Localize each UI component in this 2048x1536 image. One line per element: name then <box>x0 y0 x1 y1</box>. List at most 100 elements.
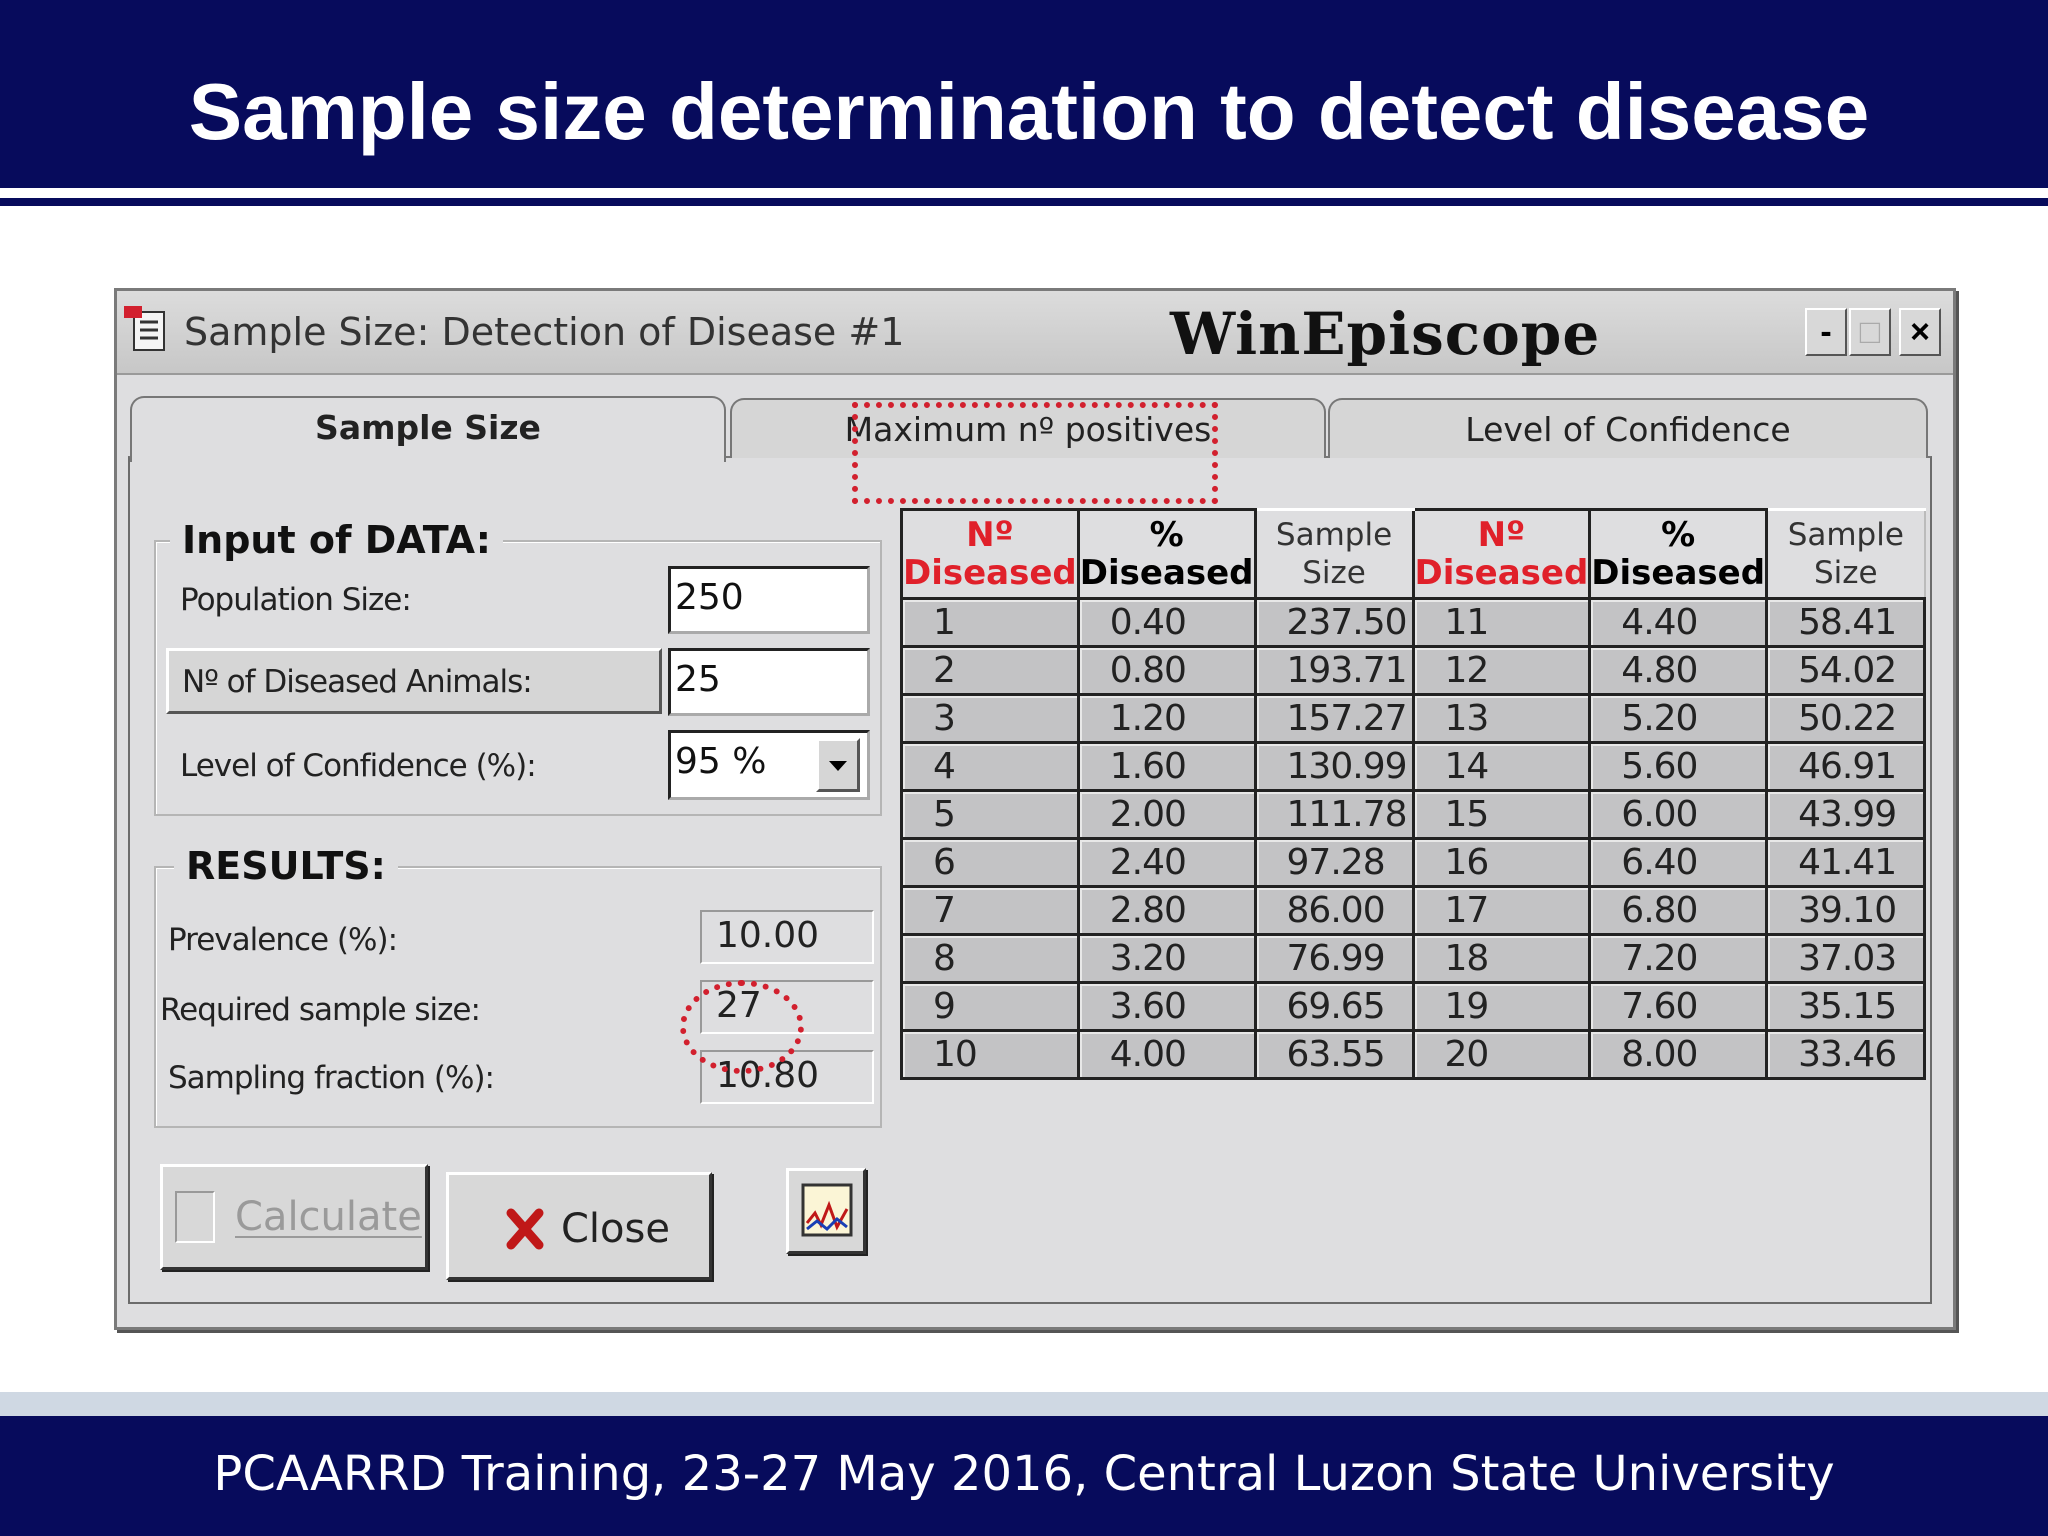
table-cell[interactable]: 6.80 <box>1588 885 1769 936</box>
input-group <box>154 540 882 816</box>
table-cell[interactable]: 4.00 <box>1076 1029 1257 1080</box>
prevalence-label: Prevalence (%): <box>168 922 398 958</box>
table-cell[interactable]: 5 <box>900 789 1080 840</box>
col-header-sample-size: Sample Size <box>1254 508 1415 600</box>
tab-maximum-positives[interactable]: Maximum nº positives <box>730 398 1326 458</box>
table-cell[interactable]: 11 <box>1411 597 1592 648</box>
table-cell[interactable]: 69.65 <box>1253 981 1415 1032</box>
table-cell[interactable]: 18 <box>1411 933 1592 984</box>
table-cell[interactable]: 157.27 <box>1253 693 1415 744</box>
table-cell[interactable]: 46.91 <box>1765 741 1927 792</box>
close-button[interactable]: Close <box>446 1172 712 1280</box>
calculate-button[interactable]: Calculate <box>160 1164 428 1270</box>
table-cell[interactable]: 2 <box>900 645 1080 696</box>
maximize-button[interactable]: □ <box>1849 308 1891 356</box>
table-row: 9 3.60 69.65 19 7.60 35.15 <box>900 981 1927 1032</box>
table-cell[interactable]: 41.41 <box>1765 837 1927 888</box>
minimize-icon: - <box>1820 313 1832 351</box>
table-cell[interactable]: 130.99 <box>1253 741 1415 792</box>
table-cell[interactable]: 54.02 <box>1765 645 1927 696</box>
close-window-button[interactable]: × <box>1899 308 1941 356</box>
table-cell[interactable]: 19 <box>1411 981 1592 1032</box>
diseased-animals-button[interactable] <box>166 648 662 714</box>
table-cell[interactable]: 6 <box>900 837 1080 888</box>
table-cell[interactable]: 16 <box>1411 837 1592 888</box>
table-cell[interactable]: 5.60 <box>1588 741 1769 792</box>
tab-level-of-confidence[interactable]: Level of Confidence <box>1328 398 1928 458</box>
col-header-pct-diseased: % Diseased <box>1076 508 1257 600</box>
table-cell[interactable]: 76.99 <box>1253 933 1415 984</box>
diseased-animals-input[interactable]: 25 <box>668 648 870 716</box>
table-cell[interactable]: 2.00 <box>1076 789 1257 840</box>
table-cell[interactable]: 12 <box>1411 645 1592 696</box>
col-header-sample-size-2: Sample Size <box>1765 508 1926 600</box>
table-cell[interactable]: 7.60 <box>1588 981 1769 1032</box>
confidence-label: Level of Confidence (%): <box>180 748 537 784</box>
population-size-input[interactable]: 250 <box>668 566 870 634</box>
close-label: Close <box>561 1206 670 1252</box>
chart-icon <box>801 1183 853 1237</box>
minimize-button[interactable]: - <box>1805 308 1847 356</box>
table-cell[interactable]: 43.99 <box>1765 789 1927 840</box>
table-row: 6 2.40 97.28 16 6.40 41.41 <box>900 837 1927 888</box>
table-cell[interactable]: 4.80 <box>1588 645 1769 696</box>
table-cell[interactable]: 58.41 <box>1765 597 1927 648</box>
table-cell[interactable]: 4 <box>900 741 1080 792</box>
table-cell[interactable]: 7 <box>900 885 1080 936</box>
table-cell[interactable]: 3.20 <box>1076 933 1257 984</box>
table-cell[interactable]: 3 <box>900 693 1080 744</box>
table-cell[interactable]: 2.80 <box>1076 885 1257 936</box>
prevalence-value: 10.00 <box>700 910 874 964</box>
table-cell[interactable]: 33.46 <box>1765 1029 1927 1080</box>
table-cell[interactable]: 8 <box>900 933 1080 984</box>
table-cell[interactable]: 0.80 <box>1076 645 1257 696</box>
table-cell[interactable]: 1 <box>900 597 1080 648</box>
table-cell[interactable]: 37.03 <box>1765 933 1927 984</box>
table-cell[interactable]: 86.00 <box>1253 885 1415 936</box>
table-cell[interactable]: 17 <box>1411 885 1592 936</box>
table-cell[interactable]: 237.50 <box>1253 597 1415 648</box>
col-header-n-diseased-2: Nº Diseased <box>1411 508 1592 600</box>
table-cell[interactable]: 97.28 <box>1253 837 1415 888</box>
table-cell[interactable]: 9 <box>900 981 1080 1032</box>
table-cell[interactable]: 111.78 <box>1253 789 1415 840</box>
table-cell[interactable]: 2.40 <box>1076 837 1257 888</box>
highlight-circle <box>680 980 804 1074</box>
confidence-dropdown-button[interactable] <box>816 738 860 792</box>
table-cell[interactable]: 50.22 <box>1765 693 1927 744</box>
graph-button[interactable] <box>786 1168 866 1254</box>
table-cell[interactable]: 8.00 <box>1588 1029 1769 1080</box>
table-cell[interactable]: 1.60 <box>1076 741 1257 792</box>
confidence-value: 95 % <box>675 741 767 782</box>
table-cell[interactable]: 6.40 <box>1588 837 1769 888</box>
table-cell[interactable]: 15 <box>1411 789 1592 840</box>
window-title: Sample Size: Detection of Disease #1 <box>184 310 905 354</box>
table-cell[interactable]: 20 <box>1411 1029 1592 1080</box>
results-group-label: RESULTS: <box>174 844 398 888</box>
app-icon[interactable] <box>124 306 168 352</box>
table-cell[interactable]: 5.20 <box>1588 693 1769 744</box>
table-cell[interactable]: 4.40 <box>1588 597 1769 648</box>
close-icon: × <box>1910 313 1930 351</box>
diseased-animals-label: Nº of Diseased Animals: <box>182 664 533 700</box>
table-row: 10 4.00 63.55 20 8.00 33.46 <box>900 1029 1927 1080</box>
table-cell[interactable]: 1.20 <box>1076 693 1257 744</box>
table-cell[interactable]: 193.71 <box>1253 645 1415 696</box>
header-divider <box>0 198 2048 206</box>
table-cell[interactable]: 13 <box>1411 693 1592 744</box>
table-cell[interactable]: 14 <box>1411 741 1592 792</box>
col-header-n-diseased: Nº Diseased <box>900 508 1080 600</box>
table-cell[interactable]: 63.55 <box>1253 1029 1415 1080</box>
table-cell[interactable]: 10 <box>900 1029 1080 1080</box>
table-cell[interactable]: 6.00 <box>1588 789 1769 840</box>
sample-size-table: Nº Diseased % Diseased Sample Size Nº Diseas… <box>900 508 1927 1080</box>
required-sample-size-label: Required sample size: <box>160 992 481 1028</box>
table-cell[interactable]: 0.40 <box>1076 597 1257 648</box>
tab-sample-size[interactable]: Sample Size <box>130 396 726 462</box>
table-cell[interactable]: 7.20 <box>1588 933 1769 984</box>
table-cell[interactable]: 3.60 <box>1076 981 1257 1032</box>
table-cell[interactable]: 35.15 <box>1765 981 1927 1032</box>
footer-text: PCAARRD Training, 23-27 May 2016, Centra… <box>213 1446 1835 1502</box>
title-bar[interactable] <box>117 291 1953 375</box>
table-cell[interactable]: 39.10 <box>1765 885 1927 936</box>
